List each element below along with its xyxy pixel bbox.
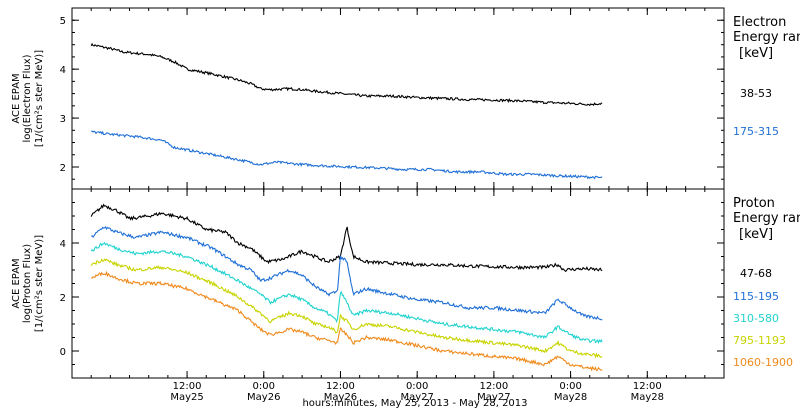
x-tick-time-label: 12:00 bbox=[326, 381, 355, 392]
series-line-310-580 bbox=[90, 241, 603, 345]
legend-channel-38-53: 38-53 bbox=[740, 87, 772, 100]
legend-channel-115-195: 115-195 bbox=[733, 290, 779, 303]
x-tick-time-label: 0:00 bbox=[253, 381, 275, 392]
y-tick-label: 5 bbox=[60, 16, 66, 27]
x-axis-title: hours:minutes, May 25, 2013 - May 28, 20… bbox=[302, 398, 527, 409]
legend-title: Proton bbox=[733, 196, 775, 211]
legend-subtitle: Energy ran bbox=[733, 30, 800, 45]
y-axis-label-line: ACE EPAM bbox=[11, 258, 22, 308]
y-tick-label: 4 bbox=[60, 65, 66, 76]
x-tick-time-label: 12:00 bbox=[173, 381, 202, 392]
x-tick-time-label: 12:00 bbox=[633, 381, 662, 392]
legend-subtitle: Energy ran bbox=[733, 211, 800, 226]
legend-channel-175-315: 175-315 bbox=[733, 125, 779, 138]
series-line-1060-1900 bbox=[91, 270, 603, 372]
x-tick-day-label: May28 bbox=[554, 392, 587, 403]
series-line-38-53 bbox=[90, 42, 603, 107]
x-tick-day-label: May25 bbox=[170, 392, 203, 403]
panel-frame-1 bbox=[71, 7, 725, 190]
y-axis-label-1: ACE EPAM log(Electron Flux) [1/(cm²s ster … bbox=[11, 50, 45, 147]
legend-title: Electron bbox=[733, 15, 786, 30]
y-tick-label: 4 bbox=[60, 239, 66, 250]
series-line-47-68 bbox=[90, 203, 603, 273]
y-axis-label-line: log(Electron Flux) bbox=[22, 54, 33, 142]
x-tick-day-label: May26 bbox=[247, 392, 280, 403]
y-axis-label-line: log(Proton Flux) bbox=[22, 244, 33, 323]
legend-channel-795-1193: 795-1193 bbox=[733, 334, 786, 347]
legend-unit: [keV] bbox=[739, 46, 773, 61]
y-axis-label-2: ACE EPAM log(Proton Flux) [1/(cm²s ster Me… bbox=[11, 235, 45, 332]
x-tick-time-label: 0:00 bbox=[406, 381, 428, 392]
series-line-795-1193 bbox=[90, 258, 603, 359]
series-line-115-195 bbox=[90, 225, 603, 321]
y-tick-label: 2 bbox=[60, 163, 66, 174]
x-tick-day-label: May27 bbox=[400, 392, 433, 403]
x-tick-time-label: 12:00 bbox=[479, 381, 508, 392]
y-tick-label: 3 bbox=[60, 114, 66, 125]
series-line-175-315 bbox=[91, 130, 603, 180]
y-axis-label-line: [1/(cm²s ster MeV)] bbox=[34, 50, 45, 147]
legend-unit: [keV] bbox=[739, 227, 773, 242]
legend-channel-1060-1900: 1060-1900 bbox=[733, 356, 793, 369]
x-tick-time-label: 0:00 bbox=[559, 381, 581, 392]
x-tick-day-label: May28 bbox=[631, 392, 664, 403]
y-tick-label: 0 bbox=[60, 347, 66, 358]
y-tick-label: 2 bbox=[60, 293, 66, 304]
x-tick-day-label: May26 bbox=[324, 392, 357, 403]
x-tick-day-label: May27 bbox=[477, 392, 510, 403]
legend-channel-310-580: 310-580 bbox=[733, 312, 779, 325]
y-axis-label-line: ACE EPAM bbox=[11, 73, 22, 123]
legend-channel-47-68: 47-68 bbox=[740, 267, 772, 280]
y-axis-label-line: [1/(cm²s ster MeV)] bbox=[34, 235, 45, 332]
